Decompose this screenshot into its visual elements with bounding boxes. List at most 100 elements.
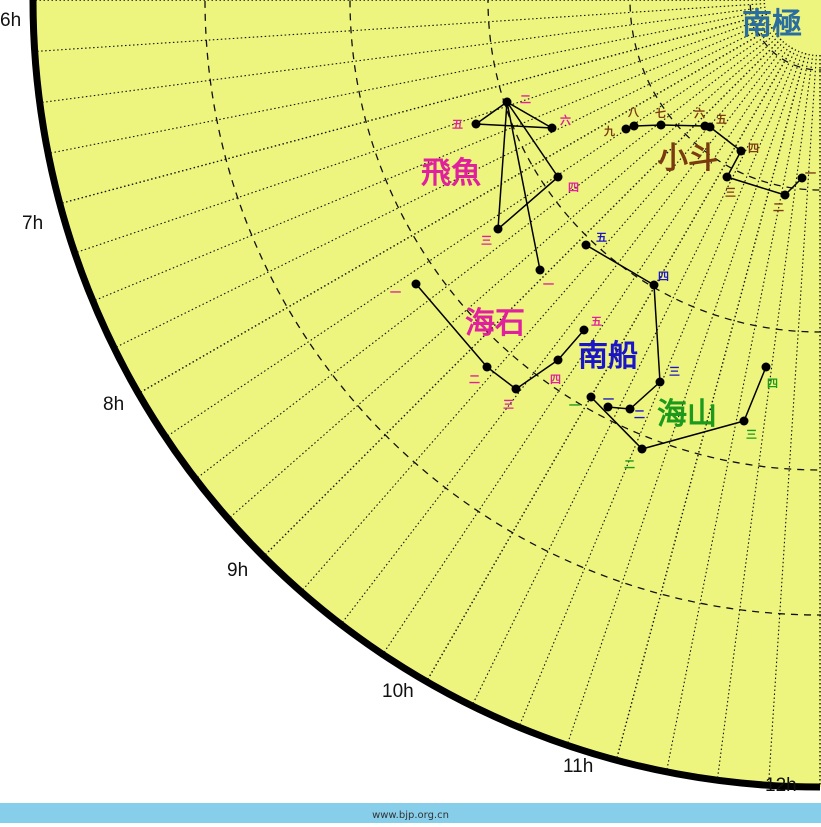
star-0-2: [493, 224, 503, 234]
star-label-4-6: 七: [655, 106, 666, 120]
star-label-4-3: 四: [748, 142, 759, 155]
star-2-3: [649, 280, 659, 290]
star-4-0: [797, 173, 807, 183]
star-label-1-3: 四: [550, 373, 561, 386]
star-label-0-1: 二: [520, 93, 531, 106]
asterism-line-0-3: [506, 101, 559, 178]
asterism-line-2-1: [629, 381, 661, 410]
asterism-line-3-2: [743, 366, 767, 422]
asterism-line-0-5: [475, 123, 553, 129]
star-label-4-2: 三: [725, 186, 736, 199]
star-label-1-4: 五: [591, 315, 602, 328]
hour-label-12h: 12h: [765, 775, 797, 796]
star-label-4-1: 二: [773, 201, 784, 214]
hour-label-9h: 9h: [227, 560, 248, 581]
star-0-1: [502, 97, 512, 107]
constellation-name-3: 海山: [657, 397, 717, 432]
star-3-1: [637, 444, 647, 454]
asterism-line-1-0: [415, 283, 488, 368]
star-4-8: [621, 124, 631, 134]
star-label-0-5: 六: [560, 113, 571, 127]
star-label-0-4: 五: [452, 118, 463, 131]
star-0-4: [471, 119, 481, 129]
asterism-line-1-1: [486, 366, 517, 390]
star-label-2-1: 二: [634, 408, 645, 421]
star-label-4-4: 五: [716, 113, 727, 126]
star-1-3: [553, 355, 563, 365]
hour-label-8h: 8h: [103, 394, 124, 415]
hour-label-11h: 11h: [563, 756, 593, 777]
star-0-3: [553, 172, 563, 182]
hour-label-10h: 10h: [382, 681, 414, 702]
asterism-line-4-6: [633, 124, 662, 127]
constellation-name-4: 小斗: [658, 141, 718, 176]
star-label-3-2: 三: [746, 428, 757, 441]
star-1-4: [579, 325, 589, 335]
asterism-line-0-4: [506, 101, 553, 129]
asterism-line-0-2: [497, 176, 559, 230]
hour-label-7h: 7h: [22, 213, 43, 234]
star-4-2: [722, 172, 732, 182]
star-label-2-2: 三: [669, 365, 680, 378]
south-pole-label: 南極: [742, 7, 802, 42]
star-2-0: [603, 402, 613, 412]
star-1-2: [511, 384, 521, 394]
star-4-5: [700, 121, 710, 131]
asterism-line-3-1: [641, 420, 745, 450]
star-label-3-0: 一: [569, 399, 580, 412]
constellation-name-0: 飛魚: [421, 156, 481, 191]
asterism-line-4-3: [709, 126, 742, 152]
star-label-0-0: 一: [543, 278, 554, 291]
star-label-4-8: 九: [603, 124, 615, 138]
star-1-0: [411, 279, 421, 289]
star-0-5: [547, 123, 557, 133]
asterism-line-0-6: [475, 101, 508, 125]
star-2-1: [625, 404, 635, 414]
star-label-4-0: 一: [805, 167, 816, 180]
coordinate-grid: [33, 0, 821, 787]
star-4-7: [629, 121, 639, 131]
star-label-1-1: 二: [469, 373, 480, 386]
asterism-line-3-0: [590, 396, 643, 450]
star-label-2-3: 四: [658, 270, 669, 283]
asterism-line-2-3: [585, 244, 655, 286]
star-label-1-2: 三: [503, 398, 514, 411]
constellation-name-2: 南船: [578, 339, 638, 374]
star-label-0-2: 三: [481, 234, 492, 247]
asterism-line-4-5: [660, 124, 706, 127]
star-label-2-4: 五: [596, 231, 607, 244]
asterism-line-4-2: [726, 150, 742, 178]
star-label-4-7: 八: [627, 106, 640, 119]
star-3-3: [761, 362, 771, 372]
hour-label-6h: 6h: [0, 10, 21, 31]
asterism-line-0-0: [506, 101, 541, 271]
star-3-0: [586, 392, 596, 402]
star-0-0: [535, 265, 545, 275]
hour-labels: 6h 7h 8h 9h 10h 11h 12h: [0, 10, 797, 796]
asterism-lines: [415, 101, 803, 450]
star-label-1-0: 一: [390, 286, 401, 299]
star-label-4-5: 六: [694, 106, 705, 120]
star-label-3-3: 四: [767, 377, 778, 390]
asterism-line-2-2: [653, 284, 661, 383]
asterism-line-0-1: [497, 101, 508, 230]
declination-circle-1: [749, 0, 821, 71]
star-markers: [411, 97, 807, 454]
constellation-name-1: 海石: [465, 306, 525, 341]
star-label-2-0: 一: [603, 393, 614, 406]
footer-bar: www.bjp.org.cn: [0, 803, 821, 823]
chart-border: [29, 0, 821, 791]
star-4-3: [736, 146, 746, 156]
star-4-1: [780, 190, 790, 200]
asterism-line-4-1: [726, 176, 786, 196]
star-2-2: [655, 377, 665, 387]
star-3-2: [739, 416, 749, 426]
star-1-1: [482, 362, 492, 372]
asterism-line-1-2: [515, 359, 559, 390]
star-label-0-3: 四: [568, 181, 579, 194]
star-4-6: [656, 120, 666, 130]
star-2-4: [581, 240, 591, 250]
